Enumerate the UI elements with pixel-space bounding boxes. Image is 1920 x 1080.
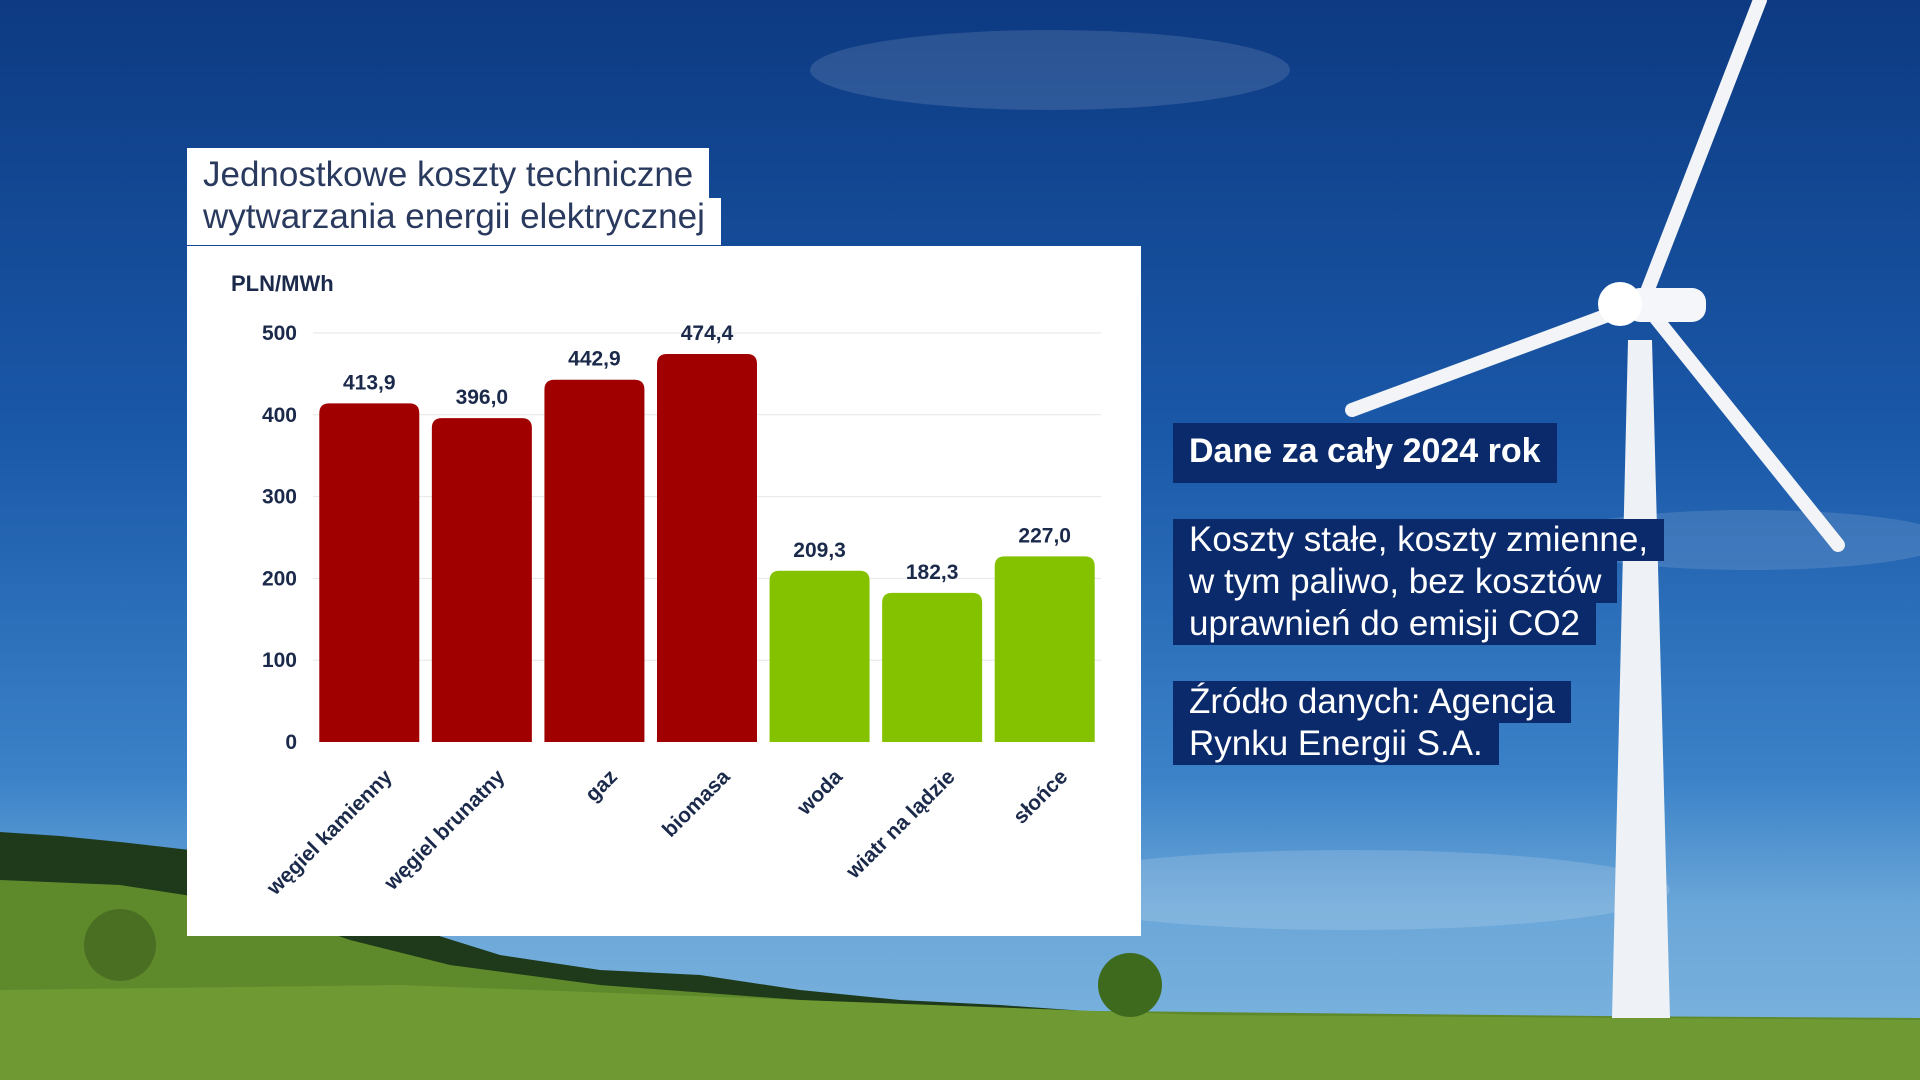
bar-3 bbox=[657, 353, 757, 742]
bar-0 bbox=[319, 403, 420, 742]
info-note-line: w tym paliwo, bez kosztów bbox=[1173, 561, 1618, 603]
chart-title-line: Jednostkowe koszty techniczne bbox=[187, 148, 710, 198]
data-label: 396,0 bbox=[456, 386, 509, 409]
x-tick-label: węgiel kamienny bbox=[262, 765, 397, 900]
y-tick-label: 300 bbox=[262, 486, 297, 509]
bar-1 bbox=[431, 418, 532, 742]
turbine-hub bbox=[1598, 282, 1642, 326]
info-note-line: uprawnień do emisji CO2 bbox=[1173, 603, 1597, 645]
bar-chart: PLN/MWh 0 100 200 300 400 500 413,9 węgiel kamie… bbox=[231, 271, 1101, 900]
data-label: 227,0 bbox=[1018, 524, 1071, 547]
y-tick-label: 0 bbox=[285, 731, 297, 754]
y-tick-label: 400 bbox=[262, 404, 297, 427]
tree bbox=[84, 909, 156, 981]
bar-6 bbox=[994, 556, 1095, 742]
turbine-tower bbox=[1612, 340, 1670, 1018]
data-label: 474,4 bbox=[681, 322, 734, 345]
turbine-nacelle bbox=[1626, 288, 1706, 322]
turbine-blade bbox=[1636, 295, 1845, 552]
x-tick-label: słońce bbox=[1009, 765, 1072, 828]
chart-title: Jednostkowe koszty techniczne wytwarzani… bbox=[187, 148, 721, 245]
grass-foreground bbox=[0, 985, 1920, 1080]
chart-title-line: wytwarzania energii elektrycznej bbox=[187, 198, 721, 245]
x-tick-label: węgiel brunatny bbox=[379, 765, 509, 895]
wind-turbine-illustration bbox=[1345, 0, 1845, 1018]
info-source-line: Rynku Energii S.A. bbox=[1173, 723, 1499, 765]
info-heading: Dane za cały 2024 rok bbox=[1173, 423, 1557, 483]
info-box: Dane za cały 2024 rok Koszty stałe, kosz… bbox=[1173, 423, 1665, 765]
cloud bbox=[810, 30, 1290, 110]
bar-5 bbox=[882, 592, 983, 742]
data-label: 209,3 bbox=[793, 539, 846, 562]
bar-2 bbox=[544, 379, 645, 742]
info-note-line: Koszty stałe, koszty zmienne, bbox=[1173, 519, 1665, 561]
chart-panel: PLN/MWh 0 100 200 300 400 500 413,9 węgiel kamie… bbox=[187, 246, 1141, 936]
info-source-line: Źródło danych: Agencja bbox=[1173, 681, 1571, 723]
turbine-blade bbox=[1636, 0, 1767, 309]
data-label: 413,9 bbox=[343, 371, 396, 394]
x-tick-label: wiatr na lądzie bbox=[841, 765, 959, 883]
bar-4 bbox=[769, 570, 870, 742]
x-tick-label: woda bbox=[792, 765, 847, 820]
x-tick-label: biomasa bbox=[658, 765, 735, 842]
data-label: 182,3 bbox=[906, 561, 959, 584]
y-tick-label: 100 bbox=[262, 649, 297, 672]
cloud bbox=[1030, 850, 1670, 930]
x-tick-label: gaz bbox=[581, 765, 622, 806]
tree bbox=[1098, 953, 1162, 1017]
y-tick-label: 200 bbox=[262, 567, 297, 590]
y-tick-label: 500 bbox=[262, 322, 297, 345]
data-label: 442,9 bbox=[568, 348, 621, 371]
turbine-blade bbox=[1345, 295, 1650, 417]
y-axis-label: PLN/MWh bbox=[231, 271, 334, 296]
